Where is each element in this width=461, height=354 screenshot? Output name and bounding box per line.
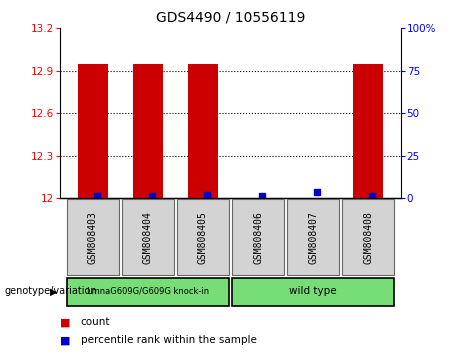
Text: GSM808407: GSM808407	[308, 211, 318, 264]
FancyBboxPatch shape	[342, 199, 395, 275]
Text: GSM808408: GSM808408	[363, 211, 373, 264]
Bar	[188, 64, 218, 198]
Text: wild type: wild type	[289, 286, 337, 296]
FancyBboxPatch shape	[177, 199, 230, 275]
Text: GSM808403: GSM808403	[88, 211, 98, 264]
FancyBboxPatch shape	[66, 199, 119, 275]
Text: GSM808404: GSM808404	[143, 211, 153, 264]
Text: ■: ■	[60, 335, 71, 345]
Title: GDS4490 / 10556119: GDS4490 / 10556119	[156, 10, 305, 24]
Text: LmnaG609G/G609G knock-in: LmnaG609G/G609G knock-in	[87, 287, 209, 296]
FancyBboxPatch shape	[231, 278, 395, 306]
Text: percentile rank within the sample: percentile rank within the sample	[81, 335, 257, 345]
Text: count: count	[81, 318, 110, 327]
Text: genotype/variation: genotype/variation	[5, 286, 97, 296]
Text: GSM808406: GSM808406	[253, 211, 263, 264]
Text: ■: ■	[60, 318, 71, 327]
FancyBboxPatch shape	[231, 199, 284, 275]
Text: GSM808405: GSM808405	[198, 211, 208, 264]
FancyBboxPatch shape	[66, 278, 230, 306]
FancyBboxPatch shape	[122, 199, 174, 275]
FancyBboxPatch shape	[287, 199, 339, 275]
Bar	[133, 64, 163, 198]
Bar	[78, 64, 108, 198]
Bar	[353, 64, 383, 198]
Text: ▶: ▶	[50, 286, 58, 296]
